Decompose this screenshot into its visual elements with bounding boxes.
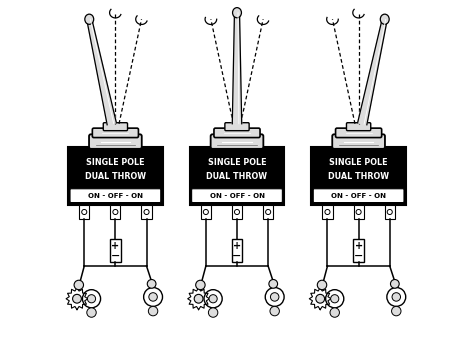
Circle shape <box>330 308 339 317</box>
Text: +: + <box>355 241 363 251</box>
Bar <box>353 239 364 262</box>
Text: ON: ON <box>202 0 215 1</box>
Circle shape <box>73 294 82 303</box>
Circle shape <box>204 290 222 308</box>
Circle shape <box>387 209 392 215</box>
Circle shape <box>235 209 239 215</box>
Text: SINGLE POLE: SINGLE POLE <box>208 158 266 167</box>
Bar <box>263 205 273 219</box>
Text: DUAL THROW: DUAL THROW <box>328 172 389 180</box>
Circle shape <box>316 294 325 303</box>
Bar <box>354 205 364 219</box>
Text: ON: ON <box>81 0 93 1</box>
Text: −: − <box>354 251 363 261</box>
Bar <box>141 205 152 219</box>
Text: ON: ON <box>324 0 337 1</box>
FancyBboxPatch shape <box>89 134 142 149</box>
Circle shape <box>87 295 96 303</box>
Polygon shape <box>232 13 242 124</box>
Text: +: + <box>111 241 119 251</box>
Text: OFF: OFF <box>228 0 246 1</box>
Ellipse shape <box>85 14 94 24</box>
Circle shape <box>387 287 406 306</box>
Bar <box>79 205 89 219</box>
Bar <box>385 205 395 219</box>
FancyBboxPatch shape <box>332 134 385 149</box>
Text: ON - OFF - ON: ON - OFF - ON <box>88 193 143 199</box>
Circle shape <box>326 290 344 308</box>
FancyBboxPatch shape <box>214 128 260 138</box>
Circle shape <box>265 287 284 306</box>
Text: ON - OFF - ON: ON - OFF - ON <box>210 193 264 199</box>
Text: OFF: OFF <box>107 0 124 1</box>
Text: −: − <box>111 251 120 261</box>
Circle shape <box>113 209 118 215</box>
Circle shape <box>87 308 96 317</box>
Bar <box>190 147 284 205</box>
Bar <box>232 205 242 219</box>
Circle shape <box>317 280 327 290</box>
Text: ON: ON <box>137 0 150 1</box>
Bar <box>201 205 211 219</box>
Circle shape <box>271 293 279 301</box>
Circle shape <box>331 295 339 303</box>
Circle shape <box>147 280 156 288</box>
Text: DUAL THROW: DUAL THROW <box>207 172 267 180</box>
Text: ON: ON <box>259 0 272 1</box>
Polygon shape <box>310 288 331 310</box>
Circle shape <box>392 306 401 316</box>
Circle shape <box>391 280 399 288</box>
Polygon shape <box>188 288 210 310</box>
Circle shape <box>392 293 401 301</box>
Circle shape <box>148 306 158 316</box>
Bar <box>110 205 120 219</box>
Circle shape <box>325 209 330 215</box>
Ellipse shape <box>380 14 389 24</box>
Circle shape <box>196 280 205 290</box>
Polygon shape <box>87 19 117 125</box>
Bar <box>232 239 242 262</box>
Bar <box>322 205 333 219</box>
FancyBboxPatch shape <box>225 123 249 131</box>
FancyBboxPatch shape <box>70 189 161 203</box>
Circle shape <box>144 287 163 306</box>
Bar <box>311 147 406 205</box>
Circle shape <box>209 295 217 303</box>
Circle shape <box>269 280 278 288</box>
Bar <box>68 147 163 205</box>
FancyBboxPatch shape <box>336 128 382 138</box>
Circle shape <box>270 306 279 316</box>
Circle shape <box>209 308 218 317</box>
Text: −: − <box>232 251 242 261</box>
Text: DUAL THROW: DUAL THROW <box>85 172 146 180</box>
FancyBboxPatch shape <box>313 189 404 203</box>
Polygon shape <box>66 288 88 310</box>
FancyBboxPatch shape <box>346 123 371 131</box>
Circle shape <box>265 209 271 215</box>
Circle shape <box>149 293 157 301</box>
Circle shape <box>74 280 83 290</box>
Polygon shape <box>357 19 387 125</box>
Text: SINGLE POLE: SINGLE POLE <box>329 158 388 167</box>
Text: +: + <box>233 241 241 251</box>
Circle shape <box>356 209 361 215</box>
Text: OFF: OFF <box>350 0 367 1</box>
Bar <box>110 239 121 262</box>
Text: ON - OFF - ON: ON - OFF - ON <box>331 193 386 199</box>
Circle shape <box>194 294 203 303</box>
FancyBboxPatch shape <box>210 134 264 149</box>
Text: SINGLE POLE: SINGLE POLE <box>86 158 145 167</box>
FancyBboxPatch shape <box>103 123 128 131</box>
Circle shape <box>82 209 87 215</box>
Circle shape <box>203 209 209 215</box>
Ellipse shape <box>233 8 241 18</box>
Text: ON: ON <box>381 0 393 1</box>
FancyBboxPatch shape <box>191 189 283 203</box>
Circle shape <box>82 290 100 308</box>
Circle shape <box>144 209 149 215</box>
FancyBboxPatch shape <box>92 128 138 138</box>
